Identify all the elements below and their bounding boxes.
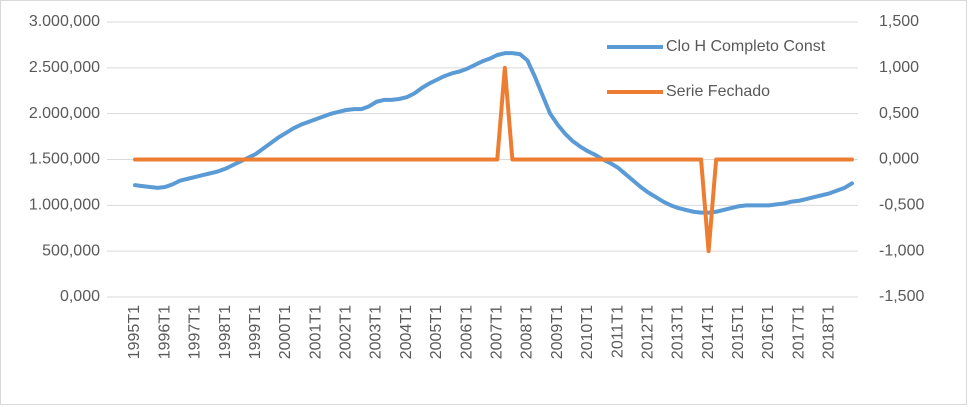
x-tick-label: 1996T1 (156, 305, 173, 359)
y2-tick-label: 0,000 (879, 151, 919, 168)
y2-tick-label: 1,500 (879, 13, 919, 30)
y-tick-label: 1.500,000 (29, 151, 100, 168)
x-tick-label: 2000T1 (277, 305, 294, 359)
y2-tick-label: -1,500 (879, 288, 924, 305)
y-tick-label: 500,000 (42, 242, 100, 259)
y2-tick-label: -1,000 (879, 242, 924, 259)
x-tick-label: 2014T1 (700, 305, 717, 359)
x-tick-label: 2015T1 (730, 305, 747, 359)
x-tick-label: 2011T1 (609, 305, 626, 358)
x-tick-label: 2002T1 (338, 305, 355, 359)
y2-tick-label: 1,000 (879, 59, 919, 76)
x-tick-label: 2003T1 (368, 305, 385, 359)
x-tick-label: 2007T1 (488, 305, 505, 359)
x-tick-label: 1999T1 (247, 305, 264, 359)
series-line (133, 51, 854, 215)
y-tick-label: 2.500,000 (29, 59, 100, 76)
y2-tick-label: 0,500 (879, 105, 919, 122)
x-tick-label: 2010T1 (579, 305, 596, 359)
x-tick-label: 2018T1 (821, 305, 838, 359)
y-tick-label: 3.000,000 (29, 13, 100, 30)
x-tick-label: 1998T1 (217, 305, 234, 359)
y-tick-label: 1.000,000 (29, 197, 100, 214)
x-tick-label: 2006T1 (458, 305, 475, 359)
x-tick-label: 2008T1 (519, 305, 536, 359)
x-tick-label: 2005T1 (428, 305, 445, 359)
y-tick-label: 0,000 (60, 288, 100, 305)
x-tick-label: 2012T1 (639, 305, 656, 359)
x-tick-label: 2013T1 (670, 305, 687, 359)
y2-tick-label: -0,500 (879, 197, 924, 214)
x-tick-label: 1995T1 (126, 305, 143, 359)
legend-label: Clo H Completo Const (666, 38, 826, 55)
x-tick-label: 2017T1 (790, 305, 807, 359)
series-line (133, 65, 854, 254)
x-tick-label: 2009T1 (549, 305, 566, 359)
y-tick-label: 2.000,000 (29, 105, 100, 122)
x-tick-label: 2016T1 (760, 305, 777, 359)
x-tick-label: 1997T1 (187, 305, 204, 359)
x-tick-label: 2004T1 (398, 305, 415, 359)
legend-label: Serie Fechado (666, 83, 770, 100)
x-tick-label: 2001T1 (307, 305, 324, 359)
